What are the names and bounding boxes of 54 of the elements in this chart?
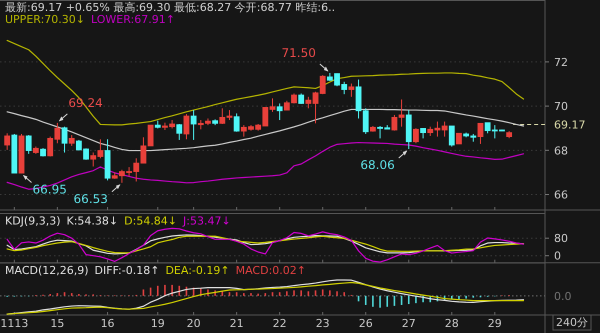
y-tick-label: 70 [554,100,568,114]
y-tick-label: 68 [554,144,568,158]
annotation: 66.53 [74,192,108,206]
candlestick [276,102,283,121]
candlestick [190,110,197,140]
candlestick [478,122,484,144]
ref-line-label: 69.17 [554,118,586,132]
candlestick [420,128,426,139]
candlestick [448,126,455,148]
candlestick [62,126,68,154]
x-tick-label: 21 [230,317,244,330]
x-tick-label: 20 [186,317,201,330]
candlestick [234,112,240,132]
line-series [6,40,524,126]
candlestick [26,134,32,154]
candlestick [348,83,354,98]
legend-item: J:53.47↓ [183,214,231,228]
line-series [6,228,524,263]
x-tick-label: 15 [50,317,64,330]
x-tick-label: 16 [100,317,115,330]
chart-title: MACD(12,26,9) [5,264,89,277]
y-tick-label: 66 [554,188,568,202]
legend-item: K:54.38↓ [66,214,118,228]
y-tick-label: 0 [554,250,561,263]
y-tick-label: 80 [554,232,568,246]
x-tick-label: 19 [150,317,165,330]
y-tick-label: 72 [554,56,568,69]
chart-subtitle: 最新:69.17 +0.65% 最高:69.30 最低:68.27 今开:68.77 昨结:6.. [5,1,336,14]
x-tick-label: 26 [358,317,373,330]
candlestick [4,132,10,150]
legend-item: DIFF:-0.18↑ [94,264,160,277]
annotation: 71.50 [282,46,316,60]
legend-item: DEA:-0.19↑ [165,264,230,277]
x-tick-label: 28 [444,317,459,330]
x-tick-label: 1113 [0,317,28,330]
annotation: 68.06 [360,158,395,172]
x-tick-label: 23 [316,317,330,330]
x-tick-label: 27 [402,317,416,330]
x-tick-label: 22 [272,317,287,330]
legend-item: D:54.84↓ [124,214,178,228]
text: 240分 [556,316,588,329]
legend-item: LOWER:67.91↑ [91,13,175,26]
candlestick [298,93,304,104]
x-tick-label: 29 [488,317,502,330]
annotation: 66.95 [32,182,67,197]
candlestick [456,132,462,144]
candlestick [413,128,419,144]
candlestick [68,134,75,146]
legend-item: UPPER:70.30↓ [5,13,85,26]
chart-title: KDJ(9,3,3) [5,214,60,228]
legend-item: MACD:0.02↑ [236,264,306,277]
ref-line-label: 0.0 [554,290,572,303]
candlestick [184,114,190,140]
candlestick [176,124,182,140]
